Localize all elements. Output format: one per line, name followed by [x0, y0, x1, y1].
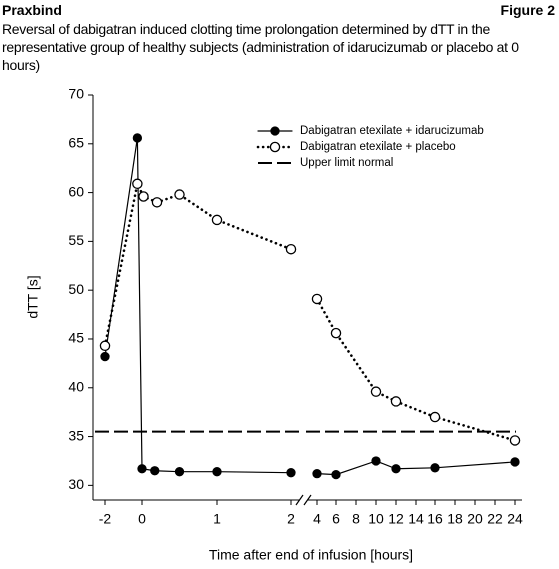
data-point — [391, 464, 401, 474]
data-point — [429, 411, 441, 423]
data-point — [99, 340, 111, 352]
data-point — [132, 133, 143, 143]
data-point — [371, 456, 381, 466]
x-tick-label: 14 — [408, 511, 424, 527]
axis-break — [295, 494, 304, 506]
x-tick-label: 20 — [467, 511, 483, 527]
x-tick-label: 24 — [507, 511, 523, 527]
data-point — [212, 467, 222, 477]
x-tick-label: 6 — [332, 511, 340, 527]
x-tick-label: 2 — [287, 511, 295, 527]
data-point — [138, 191, 149, 202]
data-point — [311, 293, 323, 305]
legend-marker — [270, 126, 280, 136]
x-tick-label: 1 — [213, 511, 221, 527]
x-tick-label: 12 — [388, 511, 404, 527]
data-point — [330, 327, 342, 339]
series-line — [104, 137, 516, 476]
legend-marker — [269, 141, 281, 153]
data-point — [100, 351, 110, 362]
data-point — [285, 243, 297, 255]
data-point — [137, 464, 147, 474]
x-axis-label: Time after end of infusion [hours] — [209, 547, 413, 563]
y-tick-label: 60 — [68, 183, 84, 199]
legend-label: Dabigatran etexilate + placebo — [300, 141, 456, 153]
y-tick-label: 55 — [68, 232, 84, 248]
data-point — [151, 197, 163, 208]
chart-title: Praxbind — [2, 2, 62, 18]
x-tick-label: 0 — [138, 511, 146, 527]
y-tick-label: 70 — [68, 86, 84, 102]
data-point — [430, 463, 440, 473]
legend-label: Dabigatran etexilate + idarucizumab — [300, 125, 484, 137]
x-tick-label: 18 — [447, 511, 463, 527]
data-point — [132, 178, 143, 190]
data-point — [150, 466, 160, 476]
y-tick-label: 50 — [68, 281, 84, 297]
axis-break — [303, 494, 312, 506]
y-tick-label: 30 — [68, 476, 84, 492]
data-point — [174, 189, 185, 200]
legend-label: Upper limit normal — [300, 157, 393, 169]
y-tick-label: 35 — [68, 427, 84, 443]
y-tick-label: 45 — [68, 330, 84, 346]
x-tick-label: 16 — [427, 511, 443, 527]
data-point — [509, 435, 521, 446]
chart-subtitle: Reversal of dabigatran induced clotting … — [2, 21, 519, 73]
data-point — [312, 469, 322, 479]
x-tick-label: -2 — [99, 511, 112, 527]
y-tick-label: 65 — [68, 134, 84, 150]
series-line — [103, 179, 517, 442]
x-tick-label: 22 — [487, 511, 503, 527]
x-tick-label: 10 — [368, 511, 384, 527]
data-point — [286, 468, 296, 478]
data-point — [510, 457, 520, 467]
figure-label: Figure 2 — [500, 2, 555, 18]
data-point — [370, 386, 382, 397]
y-axis-label: dTT [s] — [25, 275, 41, 318]
data-point — [211, 214, 223, 226]
data-point — [174, 467, 185, 477]
data-point — [331, 469, 341, 480]
y-tick-label: 40 — [68, 378, 84, 394]
x-tick-label: 4 — [313, 511, 321, 527]
data-point — [390, 396, 402, 407]
x-tick-label: 8 — [352, 511, 360, 527]
